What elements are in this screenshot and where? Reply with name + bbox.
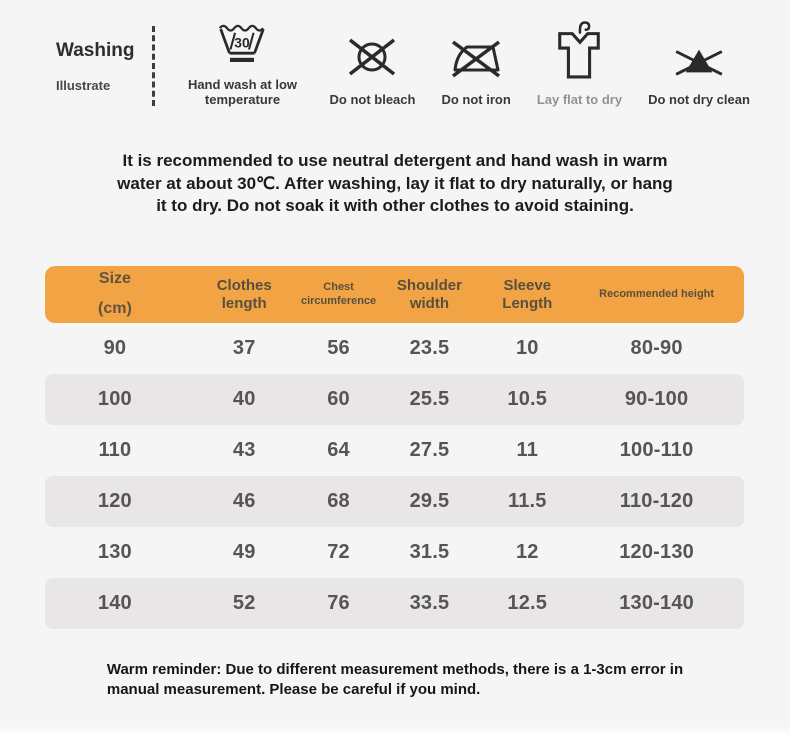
- care-item-label: Do not bleach: [329, 92, 416, 108]
- header-recommended-height: Recommended height: [599, 288, 715, 300]
- table-row: 110 43 64 27.5 11 100-110: [98, 438, 694, 461]
- table-row: 90 37 56 23.5 10 80-90: [103, 336, 683, 359]
- bottom-fade: [0, 726, 790, 740]
- table-row: 130 49 72 31.5 12 120-130: [97, 540, 694, 563]
- warm-reminder-text: Warm reminder: Due to different measurem…: [107, 660, 683, 700]
- table-row: 100 40 60 25.5 10.5 90-100: [45, 373, 744, 425]
- care-item-label: Lay flat to dry: [536, 92, 623, 108]
- header-sleeve-length: Sleeve Length: [502, 276, 553, 312]
- reminder-line: manual measurement. Please be careful if…: [106, 680, 481, 698]
- do-not-dry-clean-icon: [672, 41, 726, 86]
- size-chart-header: Size (cm) Clothes length Chest circumfer…: [45, 265, 744, 323]
- washing-care-row: Washing Illustrate 30 Hand wash at low t…: [0, 0, 790, 110]
- care-item-label: Do not dry clean: [648, 92, 750, 108]
- care-item-do-not-dry-clean: Do not dry clean: [648, 41, 750, 108]
- recommendation-line: It is recommended to use neutral deterge…: [122, 151, 668, 170]
- washing-recommendation-text: It is recommended to use neutral deterge…: [0, 150, 790, 218]
- svg-text:30: 30: [235, 35, 251, 51]
- care-item-do-not-bleach: Do not bleach: [329, 37, 416, 108]
- care-item-do-not-iron: Do not iron: [441, 35, 511, 108]
- care-item-label: Do not iron: [441, 92, 511, 108]
- do-not-iron-icon: [448, 35, 504, 86]
- care-item-lay-flat-to-dry: Lay flat to dry: [537, 19, 622, 108]
- hand-wash-30-icon: 30: [217, 20, 267, 71]
- size-chart-table: Size (cm) Clothes length Chest circumfer…: [45, 265, 744, 629]
- header-size-cm: Size (cm): [98, 269, 132, 318]
- header-clothes-length: Clothes length: [216, 276, 272, 312]
- table-row: 120 46 68 29.5 11.5 110-120: [45, 475, 744, 527]
- care-item-label: Hand wash at low temperature: [187, 77, 298, 108]
- table-row: 140 52 76 33.5 12.5 130-140: [45, 577, 744, 629]
- washing-illustrate-label: Washing Illustrate: [56, 26, 156, 106]
- illustrate-label: Illustrate: [56, 77, 111, 93]
- reminder-line: Warm reminder: Due to different measurem…: [106, 660, 684, 678]
- header-shoulder-width: Shoulder width: [396, 276, 462, 312]
- do-not-bleach-icon: [347, 37, 397, 86]
- care-item-hand-wash: 30 Hand wash at low temperature: [181, 20, 303, 108]
- header-chest-circumference: Chest circumference: [300, 281, 377, 307]
- recommendation-line: water at about 30℃. After washing, lay i…: [117, 173, 673, 193]
- washing-label: Washing: [56, 39, 135, 61]
- lay-flat-to-dry-icon: [553, 19, 605, 86]
- recommendation-line: it to dry. Do not soak it with other clo…: [156, 196, 634, 216]
